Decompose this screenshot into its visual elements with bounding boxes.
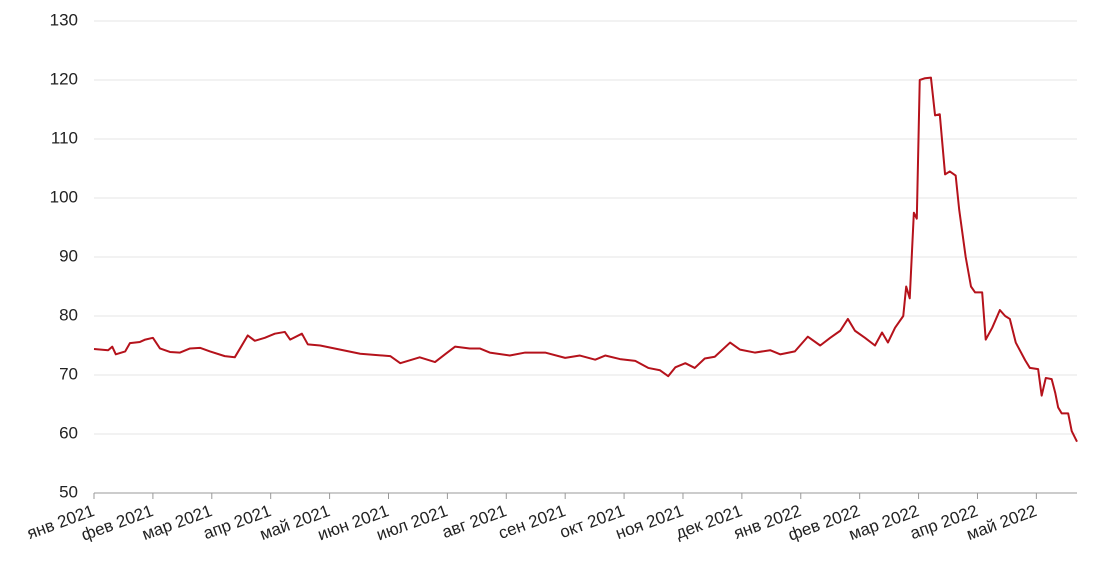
y-tick-label: 90 bbox=[59, 246, 78, 265]
y-tick-label: 100 bbox=[50, 187, 78, 206]
y-tick-label: 60 bbox=[59, 423, 78, 442]
x-tick-label: ноя 2021 bbox=[613, 501, 686, 543]
y-tick-label: 70 bbox=[59, 364, 78, 383]
x-tick-label: авг 2021 bbox=[440, 501, 510, 542]
x-tick-label: дек 2021 bbox=[673, 501, 745, 543]
y-tick-label: 130 bbox=[50, 10, 78, 29]
y-tick-label: 120 bbox=[50, 69, 78, 88]
y-tick-label: 80 bbox=[59, 305, 78, 324]
line bbox=[93, 76, 1078, 443]
x-tick-label: сен 2021 bbox=[496, 501, 568, 543]
y-tick-label: 110 bbox=[51, 128, 78, 147]
y-tick-label: 50 bbox=[59, 482, 78, 501]
